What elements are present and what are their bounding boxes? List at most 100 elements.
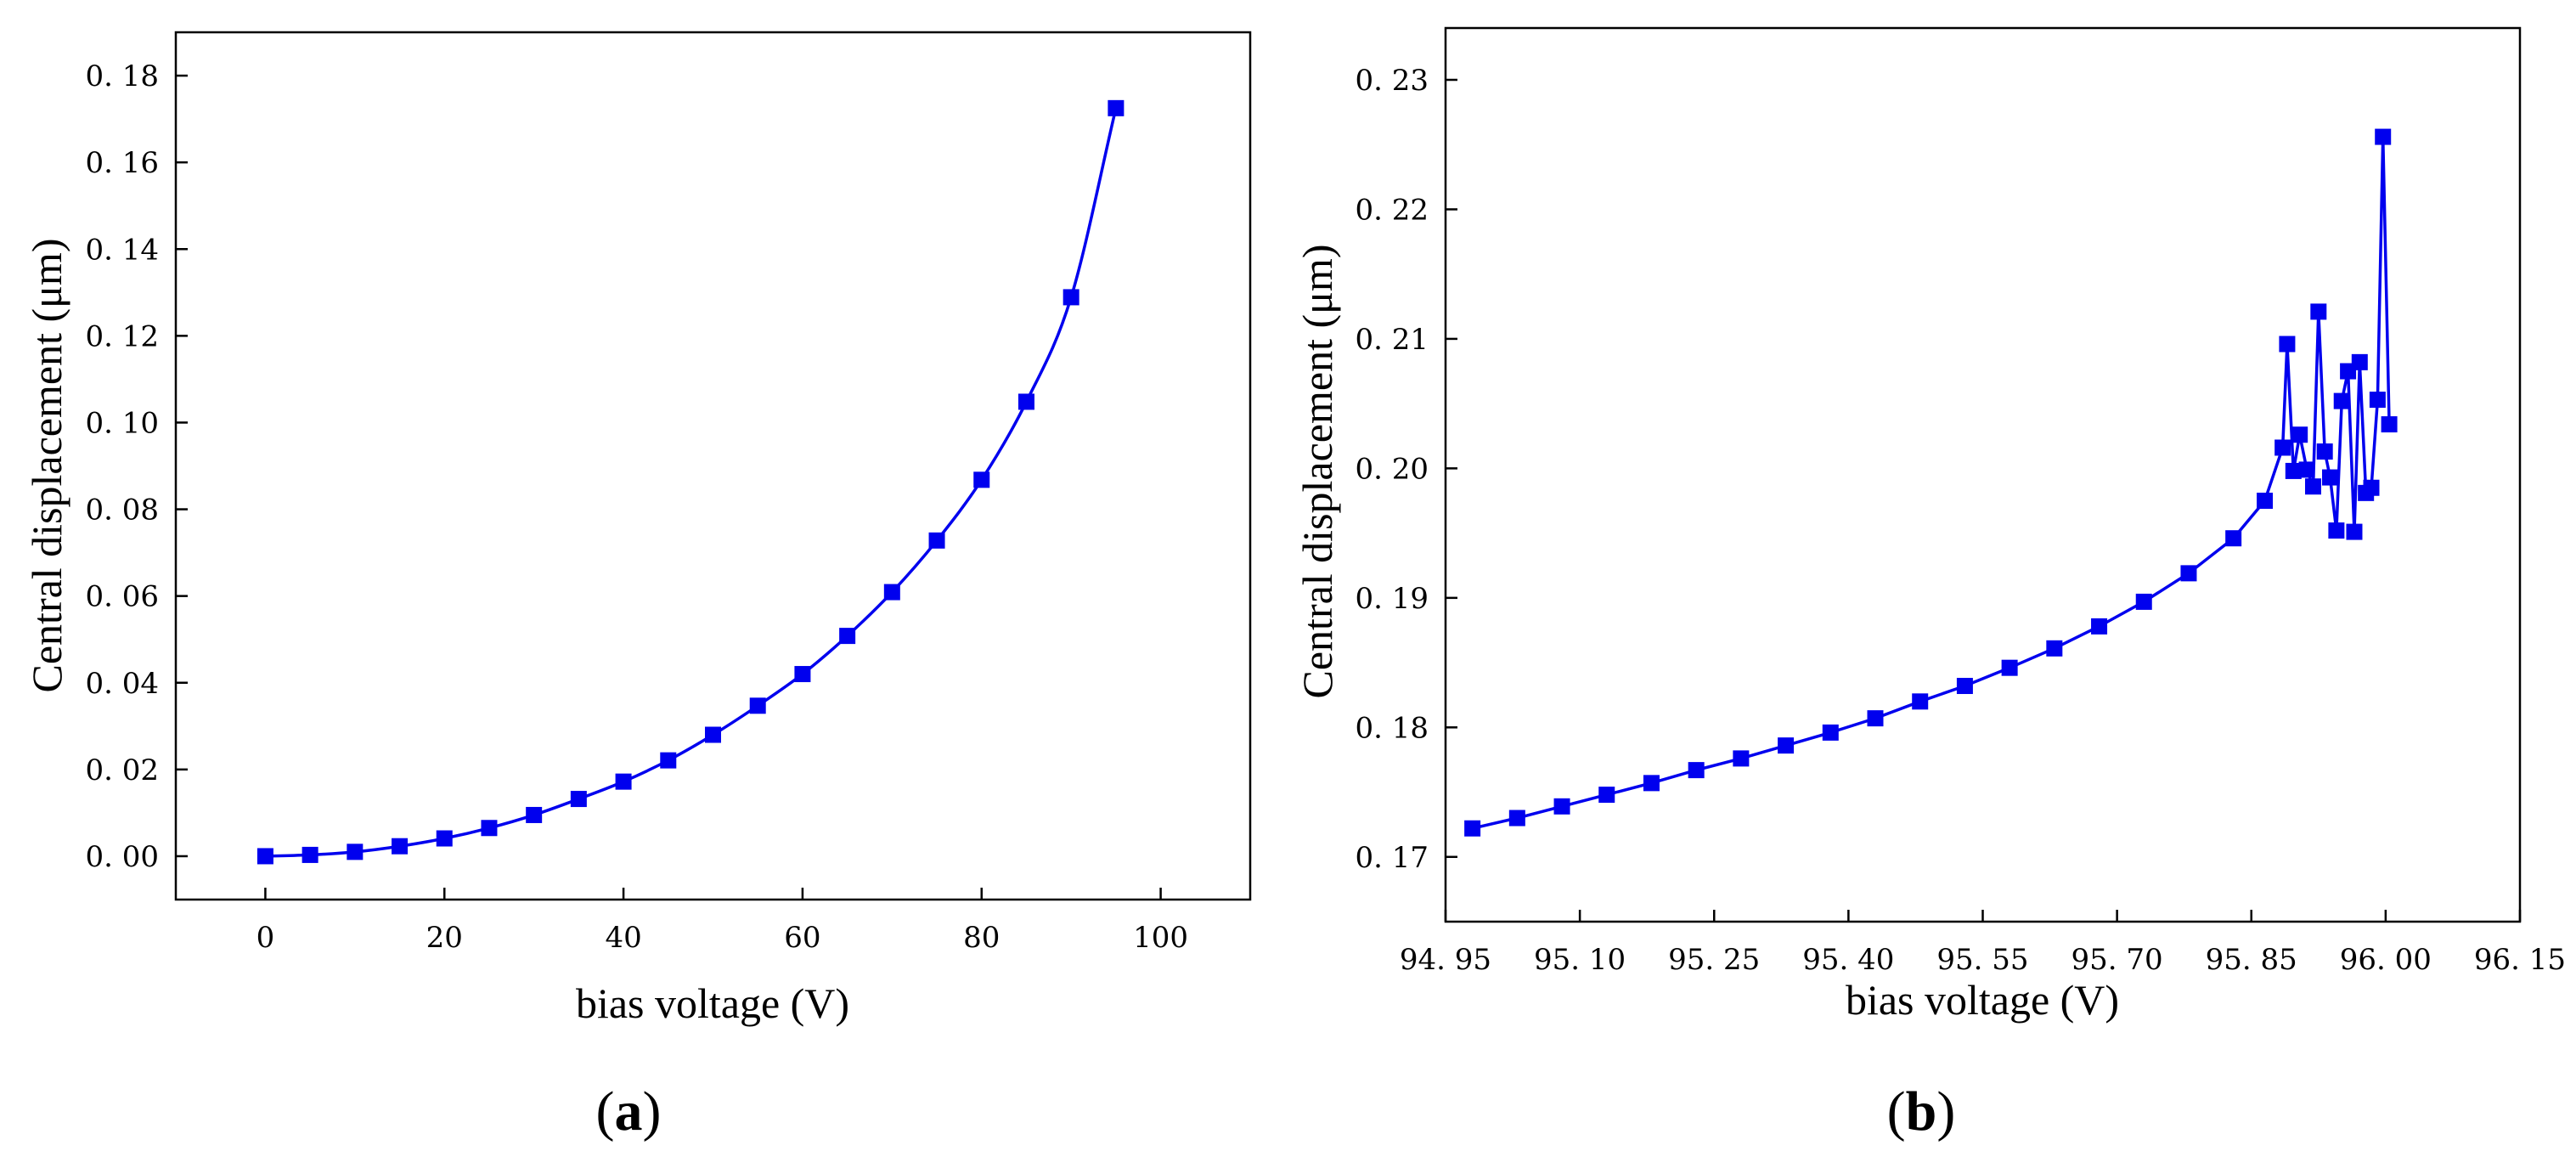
y-axis-title-a: Central displacement (μm) (23, 239, 70, 693)
data-point (794, 666, 811, 683)
x-tick-label: 20 (426, 921, 463, 955)
data-point (2381, 416, 2398, 433)
data-point (883, 584, 900, 601)
data-point (2304, 478, 2321, 495)
data-point (615, 773, 632, 790)
data-point (2298, 461, 2315, 478)
x-tick-label: 95. 40 (1802, 943, 1894, 977)
tick-labels-b: 94. 95 95. 10 95. 25 95. 40 95. 55 95. 70 95. … (1355, 64, 2566, 977)
panel-label-a: (a) (596, 1080, 662, 1143)
y-tick-label: 0. 18 (1355, 711, 1429, 745)
series-markers-a (256, 99, 1125, 865)
series-line-b (1472, 137, 2391, 830)
tick-marks-b (1444, 78, 2522, 922)
data-point (1733, 750, 1750, 767)
data-point (1508, 810, 1525, 827)
data-point (2046, 640, 2063, 657)
data-point (2351, 353, 2368, 370)
y-tick-label: 0. 14 (85, 233, 159, 267)
data-point (526, 806, 543, 823)
data-point (1464, 820, 1481, 837)
data-point (2316, 443, 2333, 460)
data-point (481, 820, 498, 837)
chart-panel-b: 94. 95 95. 10 95. 25 95. 40 95. 55 95. 70 95. … (1294, 26, 2566, 1143)
y-tick-label: 0. 16 (85, 146, 159, 180)
data-point (570, 791, 587, 808)
x-tick-label: 95. 85 (2206, 943, 2297, 977)
y-tick-label: 0. 08 (85, 494, 159, 528)
y-tick-label: 0. 12 (85, 319, 159, 353)
data-point (1108, 99, 1125, 116)
data-point (2001, 659, 2018, 676)
x-tick-label: 0 (256, 921, 275, 955)
data-point (2328, 522, 2345, 539)
data-point (256, 848, 273, 865)
y-tick-label: 0. 18 (85, 59, 159, 93)
data-point (1956, 678, 1973, 695)
data-point (2279, 336, 2296, 353)
data-point (2291, 426, 2308, 443)
data-point (749, 697, 766, 714)
x-tick-label: 95. 55 (1936, 943, 2028, 977)
data-point (392, 838, 409, 855)
data-point (302, 846, 318, 863)
x-tick-label: 95. 70 (2072, 943, 2163, 977)
series-markers-b (1464, 128, 2398, 837)
x-tick-label: 100 (1133, 921, 1188, 955)
chart-panel-a: 0 20 40 60 80 100 0. 00 0. 02 0. 04 0. 06 0. 08 0. … (23, 31, 1252, 1143)
data-point (839, 628, 856, 645)
data-point (436, 830, 453, 847)
y-tick-label: 0. 04 (85, 667, 159, 701)
y-tick-label: 0. 10 (85, 406, 159, 440)
data-point (1063, 289, 1079, 306)
data-point (347, 844, 364, 860)
y-axis-title-b: Central displacement (μm) (1294, 245, 1341, 699)
data-point (1778, 737, 1795, 754)
data-point (705, 726, 721, 743)
data-point (1867, 710, 1884, 727)
x-tick-label: 60 (784, 921, 820, 955)
data-point (1017, 393, 1034, 410)
y-tick-label: 0. 19 (1355, 582, 1429, 616)
data-point (660, 752, 677, 769)
data-point (2180, 565, 2197, 582)
x-tick-label: 95. 10 (1534, 943, 1626, 977)
y-tick-label: 0. 17 (1355, 841, 1429, 875)
data-point (2375, 128, 2392, 145)
x-tick-label: 40 (605, 921, 641, 955)
data-point (2333, 392, 2350, 409)
x-tick-label: 94. 95 (1400, 943, 1491, 977)
data-point (1822, 724, 1839, 741)
data-point (1553, 798, 1570, 815)
x-tick-label: 96. 15 (2474, 943, 2566, 977)
y-tick-label: 0. 00 (85, 840, 159, 874)
data-point (1598, 787, 1615, 804)
data-point (2091, 618, 2108, 635)
data-point (2322, 469, 2339, 486)
data-point (2346, 523, 2363, 540)
data-point (2310, 303, 2327, 320)
data-point (2225, 530, 2242, 547)
y-tick-label: 0. 02 (85, 753, 159, 787)
panel-label-b: (b) (1887, 1080, 1956, 1143)
data-point (1688, 762, 1705, 779)
data-point (2274, 439, 2291, 456)
y-tick-label: 0. 21 (1355, 323, 1429, 357)
panel-letter-a: a (615, 1080, 643, 1143)
x-tick-label: 80 (963, 921, 1000, 955)
y-tick-label: 0. 23 (1355, 64, 1429, 98)
x-tick-label: 96. 00 (2340, 943, 2432, 977)
tick-marks-a (176, 74, 1162, 900)
data-point (2257, 492, 2274, 509)
y-tick-label: 0. 06 (85, 580, 159, 614)
series-line-a (265, 107, 1118, 858)
y-tick-label: 0. 22 (1355, 193, 1429, 227)
data-point (928, 532, 945, 549)
y-tick-label: 0. 20 (1355, 452, 1429, 486)
data-point (2363, 479, 2380, 496)
x-axis-title-b: bias voltage (V) (1846, 976, 2119, 1024)
plot-frame-a (174, 31, 1252, 901)
x-tick-label: 95. 25 (1668, 943, 1760, 977)
x-axis-title-a: bias voltage (V) (576, 979, 849, 1027)
